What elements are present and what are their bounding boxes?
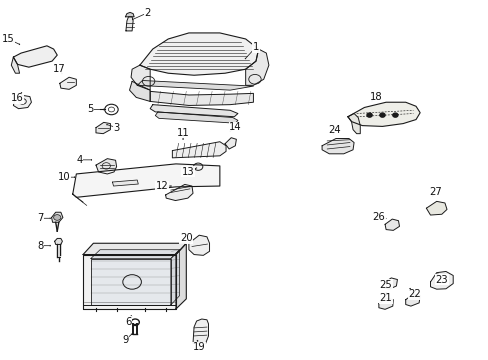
- Polygon shape: [91, 250, 179, 258]
- Polygon shape: [60, 77, 76, 89]
- Text: 15: 15: [2, 34, 15, 44]
- Text: 6: 6: [124, 317, 131, 327]
- Text: 18: 18: [369, 91, 381, 102]
- Polygon shape: [378, 298, 392, 309]
- Polygon shape: [137, 81, 253, 90]
- Text: 26: 26: [372, 212, 385, 222]
- Text: 22: 22: [408, 289, 421, 299]
- Circle shape: [379, 113, 384, 117]
- Circle shape: [392, 113, 397, 117]
- Polygon shape: [83, 243, 186, 255]
- Text: 8: 8: [37, 241, 43, 251]
- Text: 16: 16: [11, 93, 24, 103]
- Text: 27: 27: [428, 187, 441, 197]
- Polygon shape: [426, 201, 446, 215]
- Polygon shape: [170, 250, 179, 305]
- Text: 13: 13: [181, 167, 194, 177]
- Polygon shape: [155, 112, 238, 123]
- Polygon shape: [322, 139, 353, 154]
- Polygon shape: [96, 122, 110, 134]
- Polygon shape: [83, 255, 176, 309]
- Polygon shape: [112, 180, 138, 186]
- Text: 7: 7: [37, 213, 43, 223]
- Text: 20: 20: [180, 233, 192, 243]
- Polygon shape: [11, 57, 20, 73]
- Text: 24: 24: [327, 125, 340, 135]
- Text: 17: 17: [52, 64, 65, 74]
- Polygon shape: [224, 138, 236, 149]
- Circle shape: [54, 215, 61, 220]
- Polygon shape: [165, 184, 193, 201]
- Polygon shape: [96, 159, 116, 174]
- Polygon shape: [125, 12, 134, 17]
- Text: 12: 12: [155, 181, 168, 191]
- Polygon shape: [405, 294, 419, 306]
- Circle shape: [366, 113, 371, 117]
- Polygon shape: [91, 258, 170, 305]
- Polygon shape: [129, 81, 150, 102]
- Polygon shape: [188, 235, 209, 255]
- Polygon shape: [55, 238, 62, 244]
- Text: 23: 23: [435, 275, 447, 284]
- Text: 1: 1: [252, 42, 259, 52]
- Polygon shape: [382, 278, 397, 289]
- Polygon shape: [13, 95, 31, 109]
- Text: 19: 19: [192, 342, 205, 352]
- Polygon shape: [347, 113, 360, 134]
- Polygon shape: [347, 102, 419, 126]
- Text: 9: 9: [122, 335, 128, 345]
- Polygon shape: [51, 212, 63, 222]
- Text: 10: 10: [58, 172, 70, 182]
- Polygon shape: [150, 91, 253, 105]
- Polygon shape: [125, 17, 133, 31]
- Polygon shape: [150, 105, 238, 117]
- Polygon shape: [176, 243, 186, 309]
- Text: 21: 21: [379, 293, 392, 303]
- Text: 5: 5: [87, 104, 94, 114]
- Text: 4: 4: [76, 155, 82, 165]
- Text: 11: 11: [177, 128, 190, 138]
- Polygon shape: [429, 271, 452, 289]
- Polygon shape: [13, 46, 57, 67]
- Text: 25: 25: [379, 280, 392, 290]
- Text: 14: 14: [228, 122, 241, 132]
- Text: 2: 2: [144, 8, 150, 18]
- Polygon shape: [140, 33, 258, 75]
- Polygon shape: [245, 49, 268, 85]
- Polygon shape: [131, 65, 150, 90]
- Polygon shape: [172, 142, 225, 158]
- Polygon shape: [73, 164, 220, 197]
- Polygon shape: [193, 319, 208, 344]
- Text: 3: 3: [113, 123, 120, 132]
- Polygon shape: [384, 219, 399, 230]
